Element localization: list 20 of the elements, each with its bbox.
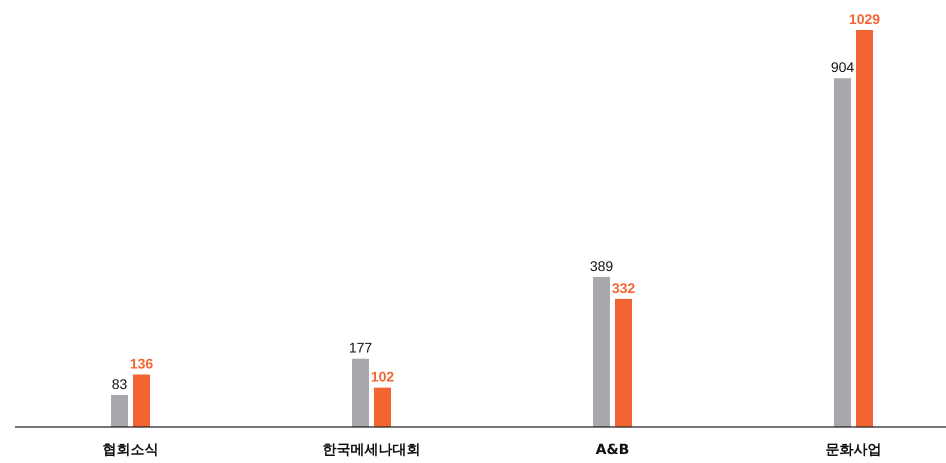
data-label: 83 — [112, 376, 128, 392]
bar — [615, 298, 632, 427]
x-tick-label: A&B — [596, 442, 630, 458]
data-label: 136 — [130, 356, 154, 372]
bar — [374, 388, 391, 427]
data-label: 389 — [590, 258, 614, 274]
x-tick-label: 협회소식 — [102, 442, 158, 458]
data-label: 1029 — [848, 11, 880, 27]
bar — [593, 276, 610, 427]
bar — [352, 358, 369, 427]
bar — [834, 78, 851, 427]
data-label: 102 — [370, 368, 394, 385]
data-label: 332 — [612, 280, 636, 296]
bar — [133, 374, 150, 427]
bar — [111, 394, 128, 427]
data-label: 904 — [830, 59, 854, 76]
x-tick-label: 문화사업 — [826, 442, 882, 458]
data-label: 177 — [348, 340, 372, 356]
x-tick-label: 한국메세나대회 — [322, 442, 420, 458]
bar — [856, 30, 873, 427]
